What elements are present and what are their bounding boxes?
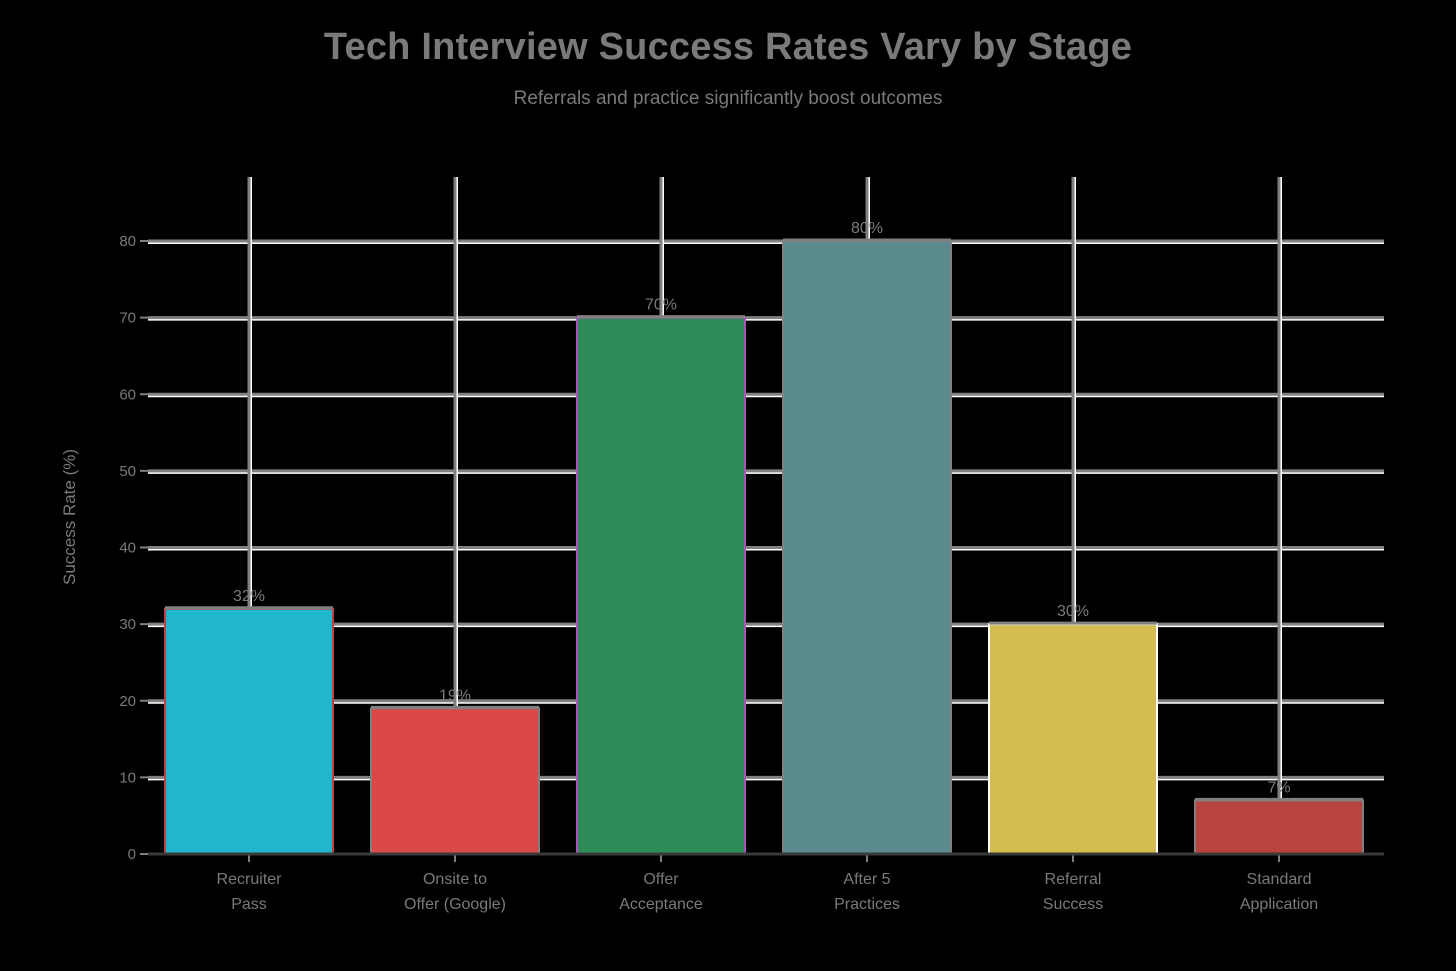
bar-group: 80% After 5 Practices bbox=[782, 220, 952, 913]
x-tick-label: Offer bbox=[643, 871, 679, 888]
bar bbox=[370, 707, 540, 855]
bar bbox=[576, 316, 746, 855]
bar bbox=[1194, 799, 1364, 855]
x-tick-label: Onsite to bbox=[423, 871, 487, 888]
bar-value-label: 7% bbox=[1267, 779, 1290, 796]
x-tick-label: Success bbox=[1043, 896, 1103, 913]
y-tick-label: 30 bbox=[119, 616, 136, 633]
bar-group: 7% Standard Application bbox=[1194, 779, 1364, 913]
x-tick-label: Referral bbox=[1045, 871, 1102, 888]
bar-value-label: 32% bbox=[233, 588, 265, 605]
y-tick-label: 70 bbox=[119, 310, 136, 327]
bar bbox=[782, 240, 952, 855]
bar-value-label: 80% bbox=[851, 220, 883, 237]
x-tick-label: Pass bbox=[231, 896, 267, 913]
y-tick-label: 10 bbox=[119, 769, 136, 786]
bar-value-label: 70% bbox=[645, 297, 677, 314]
bar-group: 70% Offer Acceptance bbox=[576, 297, 746, 913]
bar-group: 32% Recruiter Pass bbox=[164, 588, 334, 913]
y-tick-label: 0 bbox=[128, 846, 136, 863]
y-tick-label: 20 bbox=[119, 693, 136, 710]
chart-subtitle: Referrals and practice significantly boo… bbox=[513, 88, 943, 109]
y-tick-label: 60 bbox=[119, 386, 136, 403]
x-tick-label: Practices bbox=[834, 896, 900, 913]
x-tick-label: Standard bbox=[1247, 871, 1312, 888]
y-tick-label: 40 bbox=[119, 540, 136, 557]
bar-group: 30% Referral Success bbox=[988, 603, 1158, 913]
x-tick-label: Acceptance bbox=[619, 896, 703, 913]
y-tick-label: 50 bbox=[119, 463, 136, 480]
bar-value-label: 30% bbox=[1057, 603, 1089, 620]
x-tick-label: Recruiter bbox=[217, 871, 283, 888]
bar bbox=[164, 607, 334, 855]
bar-value-label: 19% bbox=[439, 687, 471, 704]
x-tick-label: After 5 bbox=[843, 871, 890, 888]
chart-title: Tech Interview Success Rates Vary by Sta… bbox=[323, 26, 1133, 68]
bar-group: 19% Onsite to Offer (Google) bbox=[370, 687, 540, 913]
y-tick-label: 80 bbox=[119, 233, 136, 250]
x-tick-label: Offer (Google) bbox=[404, 896, 506, 913]
bar bbox=[988, 623, 1158, 855]
x-tick-label: Application bbox=[1240, 896, 1318, 913]
